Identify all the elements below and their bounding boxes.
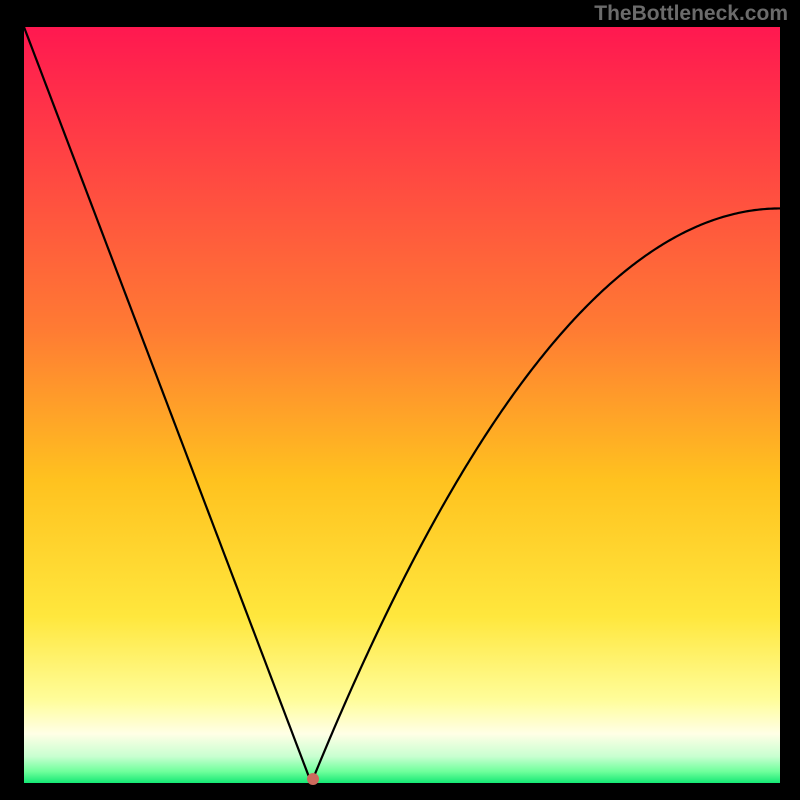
watermark-text: TheBottleneck.com (594, 2, 788, 26)
plot-area (24, 27, 780, 783)
minimum-marker (307, 773, 319, 785)
plot-outer-frame (0, 0, 800, 800)
bottleneck-curve (24, 27, 780, 783)
curve-path (24, 27, 780, 783)
